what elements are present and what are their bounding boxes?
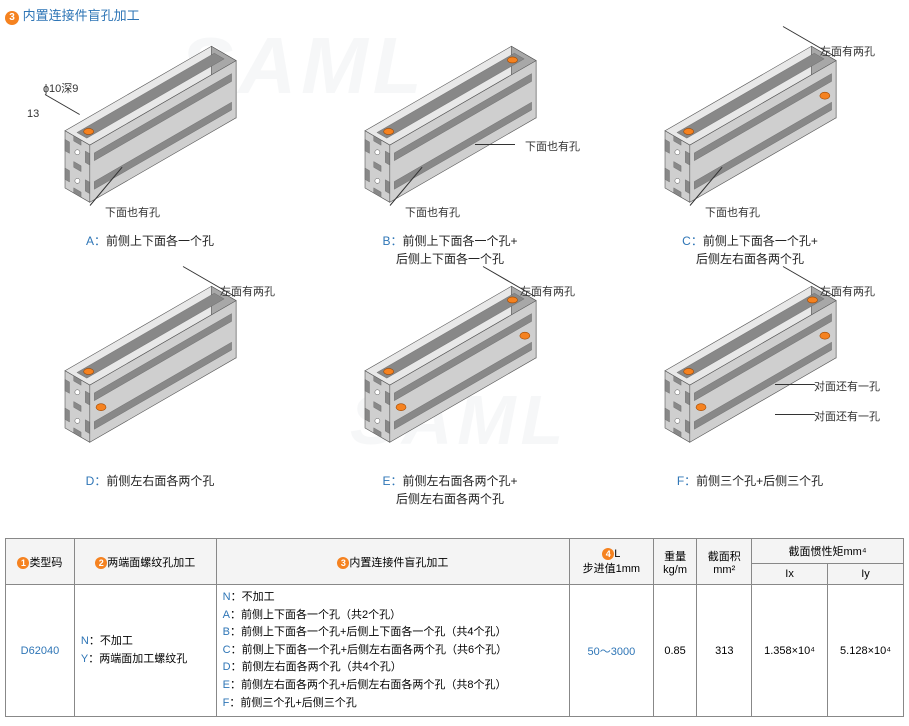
top-annotation: 左面有两孔 [220,283,275,299]
header-text: 内置连接件盲孔加工 [23,8,140,23]
cell-area: 313 [697,585,752,717]
cell-length: 50～3000 [570,585,654,717]
col3-option: D：前侧左右面各两个孔（共4个孔） [223,659,563,677]
spec-table: 1类型码 2两端面螺纹孔加工 3内置连接件盲孔加工 4L步进值1mm 重量kg/… [5,538,904,717]
caption-text: 前侧三个孔+后侧三个孔 [696,474,823,488]
th-weight: 重量kg/m [653,539,697,585]
col2-option: Y：两端面加工螺纹孔 [81,651,210,669]
caption-code: C： [682,234,703,248]
variant-cell-B: 下面也有孔下面也有孔B：前侧上下面各一个孔+后侧上下面各一个孔 [305,38,595,268]
caption-text: 前侧左右面各两个孔+ [403,474,518,488]
caption-text: 后侧左右面各两个孔 [696,252,804,266]
th-thread: 2两端面螺纹孔加工 [74,539,216,585]
top-annotation: 左面有两孔 [820,43,875,59]
caption-code: B： [382,234,402,248]
th-ix: Ix [752,564,828,585]
extrusion-figure: 左面有两孔 [15,278,285,468]
top-annotation: 左面有两孔 [820,283,875,299]
cell-iy: 5.128×10⁴ [828,585,904,717]
top-annotation: 左面有两孔 [520,283,575,299]
col3-option: F：前侧三个孔+后侧三个孔 [223,695,563,713]
variant-cell-E: 左面有两孔 E：前侧左右面各两个孔+ 后侧左右面各两个孔 [305,278,595,508]
bottom-annotation: 下面也有孔 [105,204,160,220]
col3-option: B：前侧上下面各一个孔+后侧上下面各一个孔（共4个孔） [223,624,563,642]
caption-code: F： [677,474,696,488]
col3-option: E：前侧左右面各两个孔+后侧左右面各两个孔（共8个孔） [223,677,563,695]
th-area: 截面积mm² [697,539,752,585]
extrusion-figure: ɸ10深9 13 下面也有孔 [15,38,285,228]
right-annotation: 下面也有孔 [525,138,580,154]
col3-option: A：前侧上下面各一个孔（共2个孔） [223,607,563,625]
variants-grid: ɸ10深913下面也有孔A：前侧上下面各一个孔下面也有孔下面也有孔B：前侧上下面… [5,33,904,528]
variant-cell-A: ɸ10深9 13 下面也有孔 A：前侧上下面各一个孔 [5,38,295,268]
cell-weight: 0.85 [653,585,697,717]
caption-text: 后侧左右面各两个孔 [396,492,504,506]
header-number-badge: 3 [5,11,19,25]
variant-caption: D：前侧左右面各两个孔 [86,472,215,490]
caption-text: 前侧上下面各一个孔+ [703,234,818,248]
right-annotation-2: 对面还有一孔 [814,408,880,424]
caption-code: D： [86,474,107,488]
th-length: 4L步进值1mm [570,539,654,585]
cell-typecode: D62040 [6,585,75,717]
th-iy: Iy [828,564,904,585]
cell-ix: 1.358×10⁴ [752,585,828,717]
col3-option: N：不加工 [223,589,563,607]
variant-caption: E：前侧左右面各两个孔+ 后侧左右面各两个孔 [382,472,517,508]
caption-text: 后侧上下面各一个孔 [396,252,504,266]
extrusion-figure: 左面有两孔 [315,278,585,468]
dim-offset: 13 [27,108,39,120]
extrusion-figure: 左面有两孔下面也有孔 [615,38,885,228]
variant-caption: B：前侧上下面各一个孔+ 后侧上下面各一个孔 [382,232,517,268]
bottom-annotation: 下面也有孔 [405,204,460,220]
th-moment: 截面惯性矩mm⁴ [752,539,904,564]
right-annotation: 对面还有一孔 [814,378,880,394]
caption-text: 前侧上下面各一个孔+ [403,234,518,248]
bottom-annotation: 下面也有孔 [705,204,760,220]
extrusion-figure: 左面有两孔对面还有一孔对面还有一孔 [615,278,885,468]
th-blind: 3内置连接件盲孔加工 [216,539,569,585]
caption-code: E： [382,474,402,488]
extrusion-figure: 下面也有孔下面也有孔 [315,38,585,228]
variant-cell-F: 左面有两孔对面还有一孔对面还有一孔 F：前侧三个孔+后侧三个孔 [605,278,895,508]
col2-option: N：不加工 [81,633,210,651]
variant-cell-D: 左面有两孔 D：前侧左右面各两个孔 [5,278,295,508]
th-typecode: 1类型码 [6,539,75,585]
variant-caption: C：前侧上下面各一个孔+ 后侧左右面各两个孔 [682,232,818,268]
dim-diameter: ɸ10深9 [43,80,78,96]
variant-caption: A：前侧上下面各一个孔 [86,232,214,250]
cell-col2: N：不加工Y：两端面加工螺纹孔 [74,585,216,717]
col3-option: C：前侧上下面各一个孔+后侧左右面各两个孔（共6个孔） [223,642,563,660]
variant-cell-C: 左面有两孔下面也有孔C：前侧上下面各一个孔+后侧左右面各两个孔 [605,38,895,268]
caption-text: 前侧上下面各一个孔 [106,234,214,248]
variant-caption: F：前侧三个孔+后侧三个孔 [677,472,823,490]
caption-text: 前侧左右面各两个孔 [106,474,214,488]
caption-code: A： [86,234,106,248]
section-header: 3 内置连接件盲孔加工 [5,5,904,33]
cell-col3: N：不加工A：前侧上下面各一个孔（共2个孔）B：前侧上下面各一个孔+后侧上下面各… [216,585,569,717]
